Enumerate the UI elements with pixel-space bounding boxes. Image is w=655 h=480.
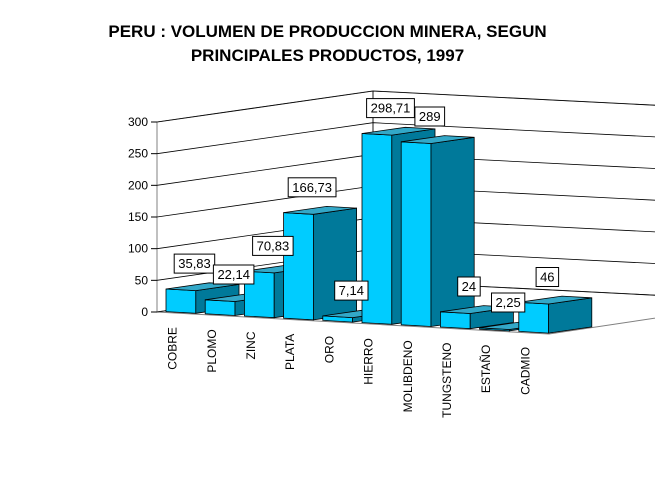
- data-label-box: [252, 235, 294, 256]
- data-label-box: [491, 292, 526, 313]
- data-label: 7,14: [339, 283, 364, 298]
- category-labels: COBRE PLOMO ZINC PLATA ORO HIERRO MOLIBDENO TUN…: [166, 327, 533, 418]
- data-label: 35,83: [178, 256, 211, 271]
- bar-front-face: [400, 141, 432, 327]
- category-label: CADMIO: [518, 347, 532, 395]
- data-label-box: [535, 267, 560, 287]
- data-label-box: [457, 276, 481, 297]
- data-label-molibdeno: 289: [414, 106, 446, 127]
- category-label: ESTAÑO: [479, 345, 493, 393]
- data-label-box: [334, 280, 369, 301]
- data-label: 24: [462, 279, 476, 294]
- bar-side-face: [430, 136, 475, 327]
- category-label: PLOMO: [205, 329, 219, 372]
- data-label-estaño: 2,25: [491, 292, 526, 313]
- chart-title-line-1: PERU : VOLUMEN DE PRODUCCION MINERA, SEG…: [108, 22, 547, 41]
- y-tick-label: 200: [128, 178, 148, 192]
- bar-top-face: [283, 205, 357, 215]
- chart-title: PERU : VOLUMEN DE PRODUCCION MINERA, SEG…: [0, 20, 655, 68]
- y-tick-label: 300: [128, 115, 148, 129]
- bar-cadmio: [518, 295, 593, 334]
- data-label-oro: 7,14: [334, 280, 369, 301]
- data-label-box: [212, 264, 255, 285]
- bar-front-face: [165, 288, 197, 314]
- data-label-tungsteno: 24: [457, 276, 481, 297]
- bar-top-face: [518, 295, 592, 305]
- category-label: TUNGSTENO: [440, 343, 454, 418]
- data-label-plomo: 22,14: [212, 264, 255, 285]
- category-label: PLATA: [283, 334, 297, 370]
- data-label-box: [287, 177, 337, 198]
- data-label: 166,73: [292, 180, 332, 195]
- bar-top-face: [361, 126, 436, 136]
- bar-molibdeno: [400, 135, 475, 327]
- y-tick-label: 50: [135, 273, 149, 287]
- bar-top-face: [401, 135, 475, 144]
- data-labels: 35,83 22,14 70,83 166,73 7,14 298,71 289 24 2,25…: [173, 98, 560, 313]
- y-axis-ticks: 0 50 100 150 200 250 300: [128, 115, 157, 319]
- data-label: 70,83: [257, 238, 290, 253]
- y-tick-label: 250: [128, 147, 148, 161]
- bar-plata: [283, 205, 358, 321]
- bar-front-face: [283, 212, 314, 321]
- data-label-plata: 166,73: [287, 177, 337, 198]
- data-label-zinc: 70,83: [252, 235, 294, 256]
- data-label-cadmio: 46: [535, 267, 560, 287]
- data-label-hierro: 298,71: [366, 98, 415, 119]
- y-tick-label: 0: [141, 305, 148, 319]
- bars: [165, 126, 593, 334]
- data-label-box: [366, 98, 415, 119]
- data-label-box: [414, 106, 446, 127]
- data-label: 46: [540, 269, 554, 284]
- data-label: 2,25: [495, 295, 520, 310]
- category-label: HIERRO: [362, 338, 376, 385]
- bar-side-face: [312, 207, 358, 321]
- chart-title-line-2: PRINCIPALES PRODUCTOS, 1997: [190, 46, 465, 65]
- data-label: 22,14: [217, 267, 250, 282]
- y-tick-label: 150: [128, 210, 148, 224]
- category-label: COBRE: [166, 327, 180, 370]
- bar-front-face: [439, 311, 471, 330]
- data-label: 298,71: [371, 101, 411, 116]
- category-label: ORO: [322, 336, 336, 363]
- y-tick-label: 100: [128, 242, 148, 256]
- data-label-box: [173, 253, 216, 274]
- category-label: ZINC: [244, 331, 258, 359]
- category-label: MOLIBDENO: [401, 340, 415, 412]
- data-label: 289: [419, 109, 441, 124]
- data-label-cobre: 35,83: [173, 253, 216, 274]
- bar-front-face: [204, 299, 236, 316]
